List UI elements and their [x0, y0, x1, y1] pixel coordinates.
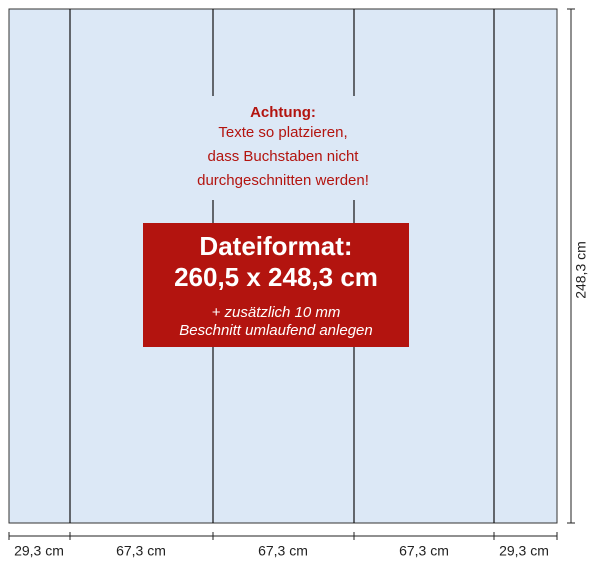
- notice-line: dass Buchstaben nicht: [208, 148, 360, 165]
- format-note: + zusätzlich 10 mm: [212, 304, 341, 321]
- format-note: Beschnitt umlaufend anlegen: [179, 322, 372, 339]
- notice-line: Texte so platzieren,: [218, 124, 347, 141]
- width-label: 29,3 cm: [14, 543, 64, 559]
- height-label: 248,3 cm: [573, 241, 589, 299]
- notice-line: durchgeschnitten werden!: [197, 172, 369, 189]
- width-dimension-line: [8, 532, 558, 540]
- width-label: 67,3 cm: [399, 543, 449, 559]
- width-label: 29,3 cm: [499, 543, 549, 559]
- width-label: 67,3 cm: [116, 543, 166, 559]
- format-size: 260,5 x 248,3 cm: [174, 262, 378, 292]
- notice-heading: Achtung:: [250, 104, 316, 121]
- format-title: Dateiformat:: [199, 231, 352, 261]
- height-dimension-line: [567, 8, 575, 524]
- format-box: [143, 223, 409, 347]
- width-label: 67,3 cm: [258, 543, 308, 559]
